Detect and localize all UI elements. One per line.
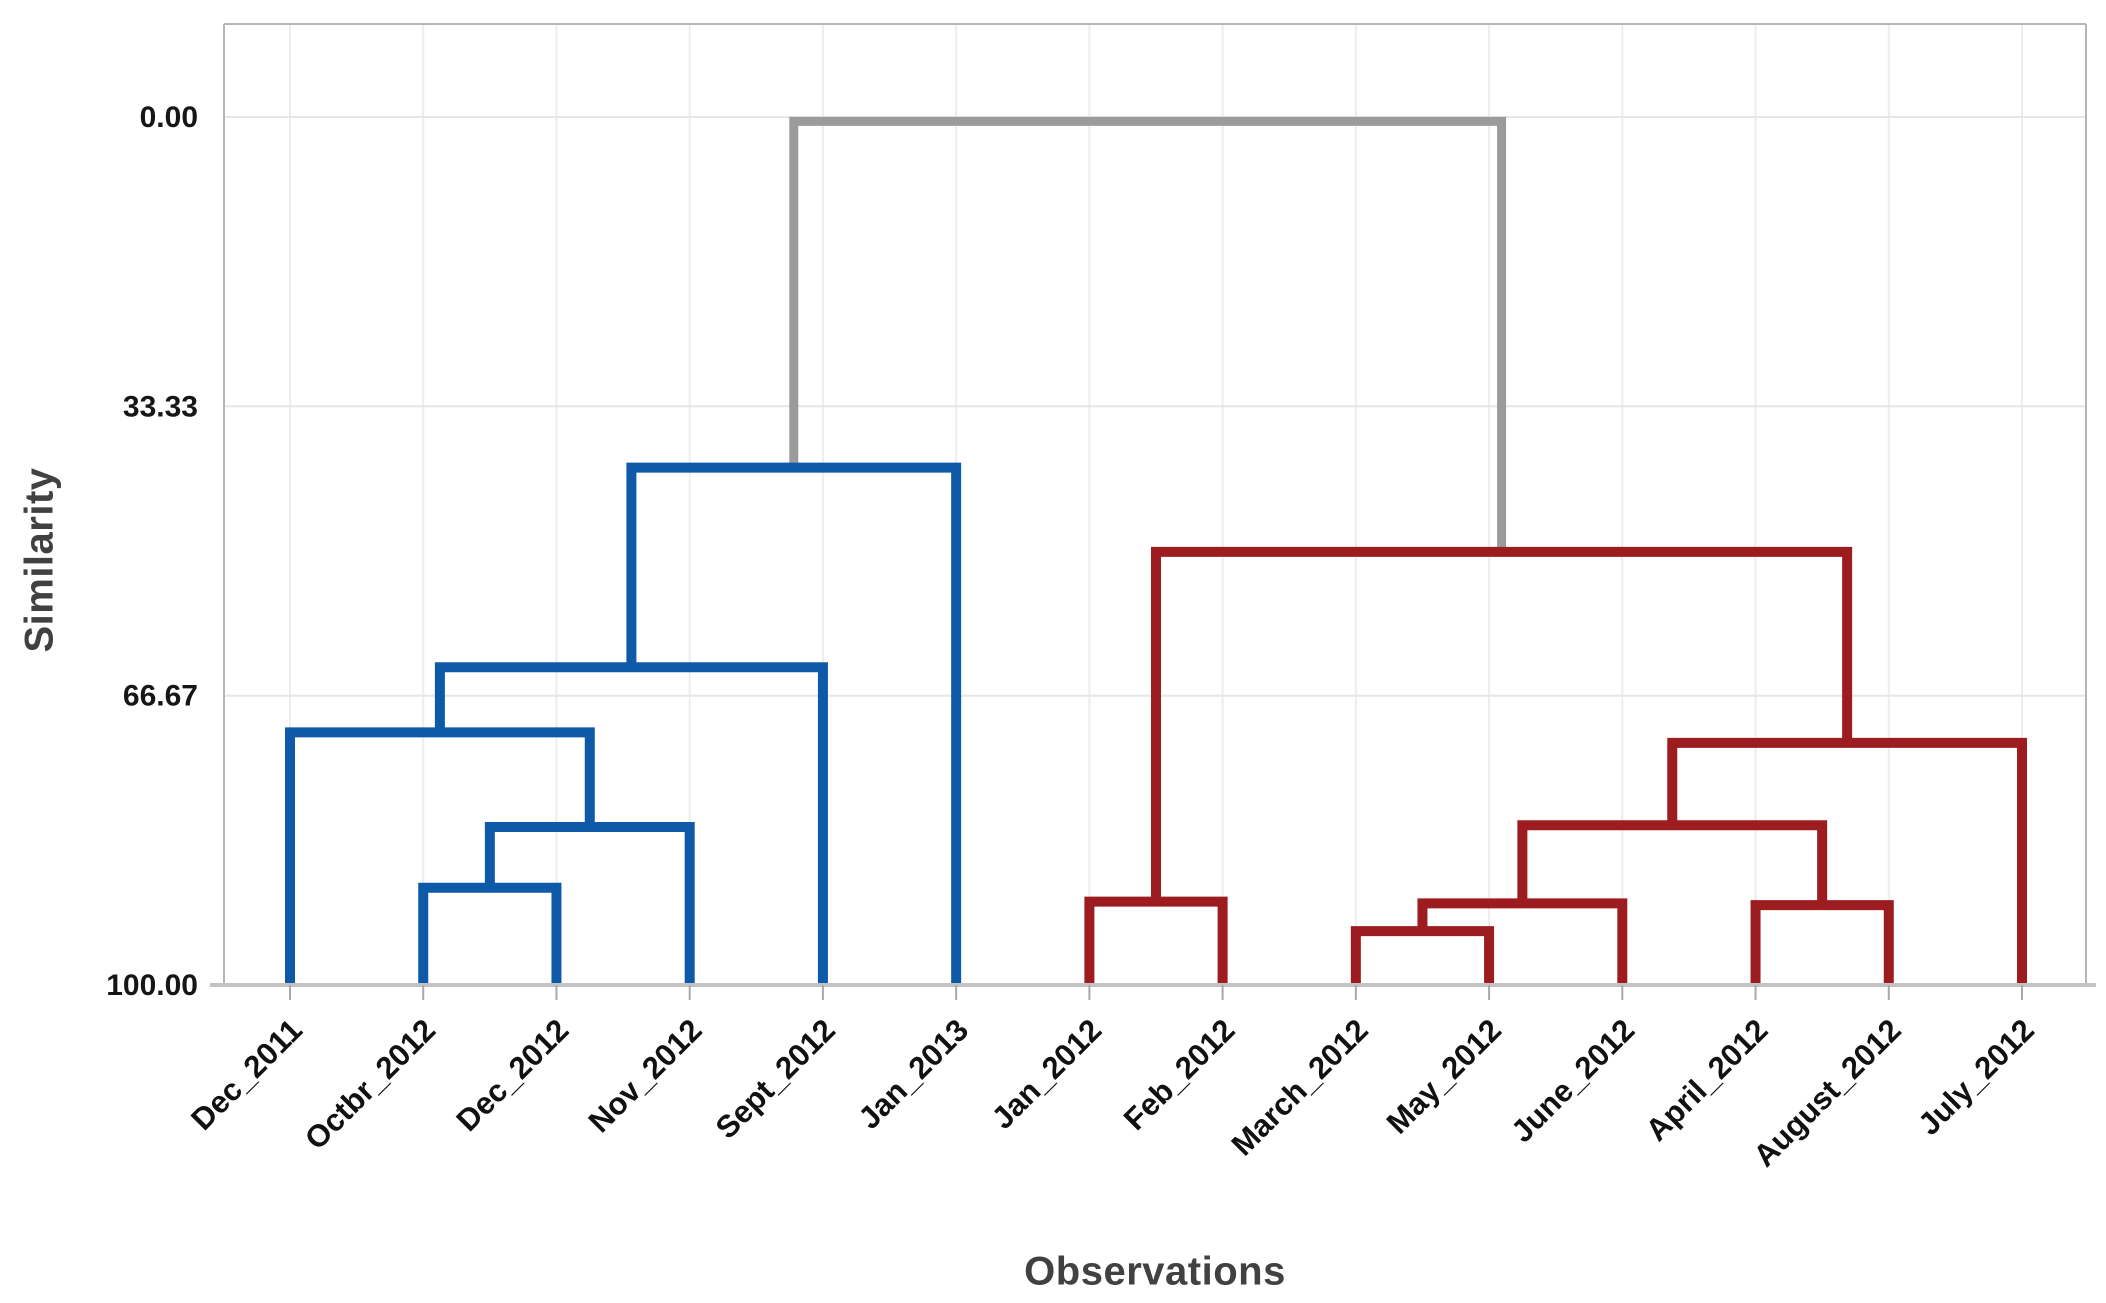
dendrogram-branch [626,462,962,985]
x-leaf-label: April_2012 [1639,1012,1775,1148]
x-leaf-label: May_2012 [1380,1012,1508,1140]
dendrogram-branch [1151,546,1853,902]
y-axis-title: Similarity [17,467,62,653]
y-tick-label: 100.00 [106,969,198,1002]
dendrogram-branch [1750,900,1894,985]
dendrogram-branch [1667,737,2027,985]
dendrogram-root-link [789,116,1507,552]
y-tick-label: 33.33 [123,390,198,423]
y-tick-label: 0.00 [140,101,198,134]
x-leaf-label: Jan_2012 [985,1012,1108,1135]
dendrogram-branch [1417,898,1628,985]
x-leaf-label: Dec_2011 [184,1012,309,1137]
dendrogram-branch [1350,926,1495,985]
x-leaf-label: March_2012 [1225,1012,1375,1162]
x-leaf-label: June_2012 [1504,1012,1641,1149]
dendrogram-branch [1517,820,1828,906]
y-tick-label: 66.67 [123,680,198,713]
dendrogram-branch [285,727,595,985]
dendrogram-branch [484,822,695,985]
x-leaf-label: Octbr_2012 [298,1012,442,1156]
x-leaf-label: Nov_2012 [582,1012,709,1139]
x-leaf-label: Dec_2012 [449,1012,575,1138]
x-axis-title: Observations [1024,1249,1286,1294]
x-leaf-label: Sept_2012 [709,1012,842,1145]
x-leaf-label: July_2012 [1911,1012,2041,1142]
dendrogram-branch [418,882,562,985]
x-leaf-label: Jan_2013 [852,1012,975,1135]
x-leaf-label: Feb_2012 [1117,1012,1242,1137]
dendrogram-branch [1084,896,1228,985]
